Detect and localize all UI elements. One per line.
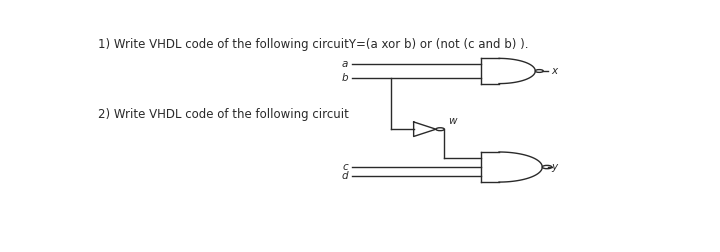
Text: a: a [341, 59, 348, 69]
Text: x: x [551, 66, 557, 76]
Text: w: w [448, 116, 456, 126]
Text: y: y [551, 162, 557, 172]
Text: 1) Write VHDL code of the following circuitY=(a xor b) or (not (c and b) ).: 1) Write VHDL code of the following circ… [99, 38, 529, 51]
Text: d: d [341, 171, 348, 181]
Text: 2) Write VHDL code of the following circuit: 2) Write VHDL code of the following circ… [99, 108, 349, 121]
Text: c: c [342, 162, 348, 172]
Text: b: b [341, 73, 348, 83]
